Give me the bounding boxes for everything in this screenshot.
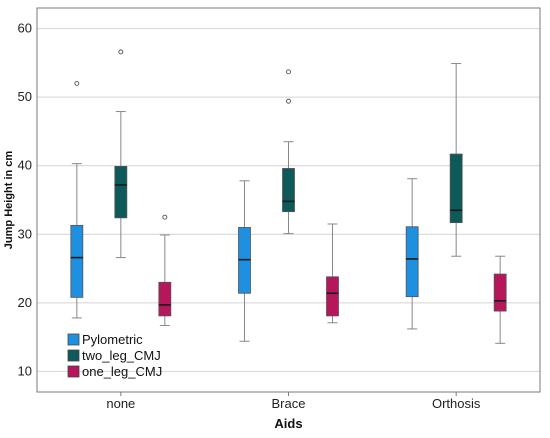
y-tick-label: 60: [18, 21, 32, 36]
box-one_leg_CMJ-none: [158, 214, 172, 326]
box-iqr: [70, 224, 84, 298]
legend-label: Pylometric: [82, 332, 143, 347]
x-axis-title: Aids: [274, 416, 302, 431]
legend-swatch: [67, 349, 80, 362]
outlier-point: [162, 214, 168, 220]
box-one_leg_CMJ-Brace: [326, 223, 339, 324]
y-tick-label: 20: [18, 295, 32, 310]
outlier-point: [286, 69, 291, 75]
box-Pylometric-Brace: [238, 180, 251, 342]
box-iqr: [158, 281, 172, 317]
y-axis-title: Jump Height in cm: [3, 151, 15, 250]
x-tick-label: Orthosis: [432, 396, 481, 411]
outlier-point: [74, 80, 80, 86]
box-iqr: [326, 276, 339, 317]
legend-label: two_leg_CMJ: [82, 348, 161, 363]
outlier-point: [286, 98, 291, 104]
box-iqr: [282, 168, 295, 213]
axes: 10 20 30 40 50 60 none Brace Orthosis: [18, 7, 541, 411]
y-tick-label: 50: [18, 89, 32, 104]
x-tick-label: none: [106, 396, 135, 411]
box-series: [70, 49, 507, 344]
box-one_leg_CMJ-Orthosis: [493, 255, 507, 344]
box-iqr: [493, 273, 507, 312]
box-iqr: [114, 165, 128, 219]
box-iqr: [405, 226, 419, 298]
x-tick-label: Brace: [272, 396, 306, 411]
box-iqr: [449, 153, 463, 224]
box-Pylometric-none: [70, 80, 84, 319]
legend-swatch: [67, 333, 80, 346]
legend-label: one_leg_CMJ: [82, 364, 162, 379]
box-Pylometric-Orthosis: [405, 178, 419, 330]
y-tick-label: 10: [18, 363, 32, 378]
y-tick-label: 30: [18, 226, 32, 241]
box-two_leg_CMJ-none: [114, 49, 128, 259]
legend-swatch: [67, 365, 80, 378]
box-two_leg_CMJ-Orthosis: [449, 63, 463, 257]
box-two_leg_CMJ-Brace: [282, 69, 295, 235]
outlier-point: [118, 49, 124, 55]
y-tick-label: 40: [18, 158, 32, 173]
